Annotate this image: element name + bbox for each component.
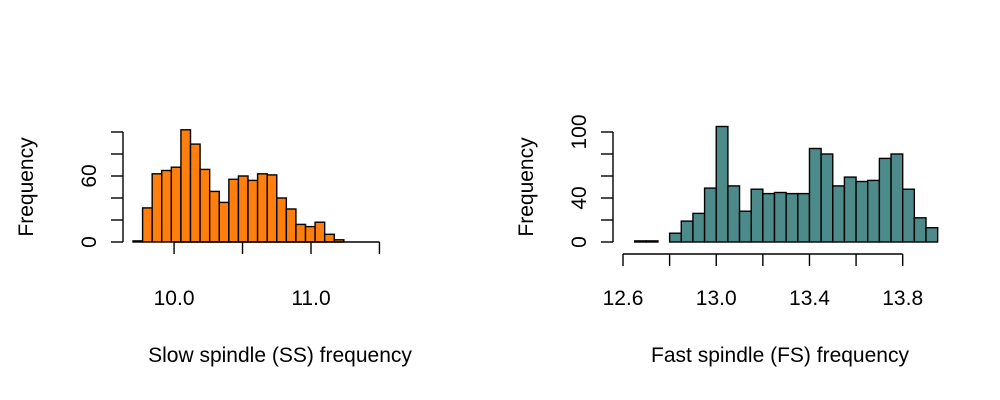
x-tick-label: 11.0	[291, 287, 330, 310]
histogram-bar	[668, 232, 682, 243]
x-tick-label: 13.0	[696, 287, 737, 310]
histogram-bar	[738, 210, 752, 243]
histogram-bar	[773, 191, 787, 243]
x-tick-label: 12.6	[603, 287, 644, 310]
y-axis-ss: 0 60	[78, 131, 124, 248]
histogram-bar	[925, 226, 939, 243]
y-tick-label: 0	[568, 236, 591, 248]
y-tick-label: 100	[568, 114, 591, 149]
histogram-bar	[161, 169, 173, 243]
histogram-bar	[256, 173, 268, 243]
histogram-bar	[141, 207, 153, 243]
histogram-bar	[180, 129, 192, 243]
x-tick-label: 13.4	[789, 287, 830, 310]
histogram-bar	[314, 221, 326, 243]
x-axis-ss: 10.0 11.0	[154, 241, 381, 310]
histogram-bar	[750, 188, 764, 243]
histogram-bar	[237, 175, 249, 243]
histogram-bar	[266, 174, 278, 243]
histogram-panel-ss: 10.0 11.0 0 60 Slow spindle (SS) frequency…	[15, 129, 412, 367]
histogram-bar	[218, 201, 230, 243]
histogram-bar	[703, 187, 717, 243]
histogram-bar	[843, 176, 857, 243]
y-tick-label: 60	[78, 164, 101, 187]
histogram-bar	[295, 223, 307, 243]
histogram-panel-fs: 12.6 13.0 13.4 13.8 0 40 100 Fast spindle (FS…	[515, 114, 939, 367]
histogram-bar	[785, 192, 799, 243]
x-axis-fs: 12.6 13.0 13.4 13.8	[603, 253, 923, 310]
histogram-bar	[228, 178, 240, 243]
histogram-bar	[820, 153, 834, 243]
histogram-bar	[304, 225, 316, 243]
histogram-bar	[680, 220, 694, 243]
histogram-bar	[762, 192, 776, 243]
histogram-bar	[285, 208, 297, 243]
histogram-bar	[692, 212, 706, 243]
histogram-bar	[867, 179, 881, 243]
histogram-bar	[808, 147, 822, 243]
histogram-bar	[633, 240, 648, 243]
y-axis-label-ss: Frequency	[15, 137, 38, 237]
histogram-bar	[727, 185, 741, 243]
y-tick-label: 0	[78, 236, 101, 248]
histogram-bar	[797, 192, 811, 243]
y-tick-label: 40	[568, 186, 591, 209]
x-axis-label-ss: Slow spindle (SS) frequency	[148, 344, 412, 367]
histogram-bar	[855, 180, 869, 243]
y-axis-label-fs: Frequency	[515, 137, 538, 237]
histogram-bar	[247, 179, 259, 243]
bars-ss	[132, 129, 345, 243]
histogram-bar	[132, 240, 144, 243]
bars-fs	[633, 125, 939, 243]
histogram-bar	[878, 157, 892, 243]
x-tick-label: 10.0	[154, 287, 195, 310]
histogram-bar	[151, 173, 163, 243]
x-tick-label: 13.8	[882, 287, 923, 310]
histogram-bar	[901, 188, 916, 243]
histogram-bar	[208, 190, 220, 243]
x-axis-label-fs: Fast spindle (FS) frequency	[651, 344, 909, 367]
histogram-bar	[323, 233, 335, 243]
histogram-bar	[276, 197, 288, 243]
histogram-bar	[715, 125, 729, 243]
histogram-bar	[913, 217, 927, 243]
histogram-bar	[890, 153, 904, 243]
y-axis-fs: 0 40 100	[568, 114, 614, 248]
histogram-bar	[645, 240, 659, 243]
histogram-bar	[170, 166, 182, 243]
histogram-bar	[189, 143, 201, 243]
histogram-bar	[199, 168, 211, 243]
histogram-bar	[832, 185, 846, 243]
